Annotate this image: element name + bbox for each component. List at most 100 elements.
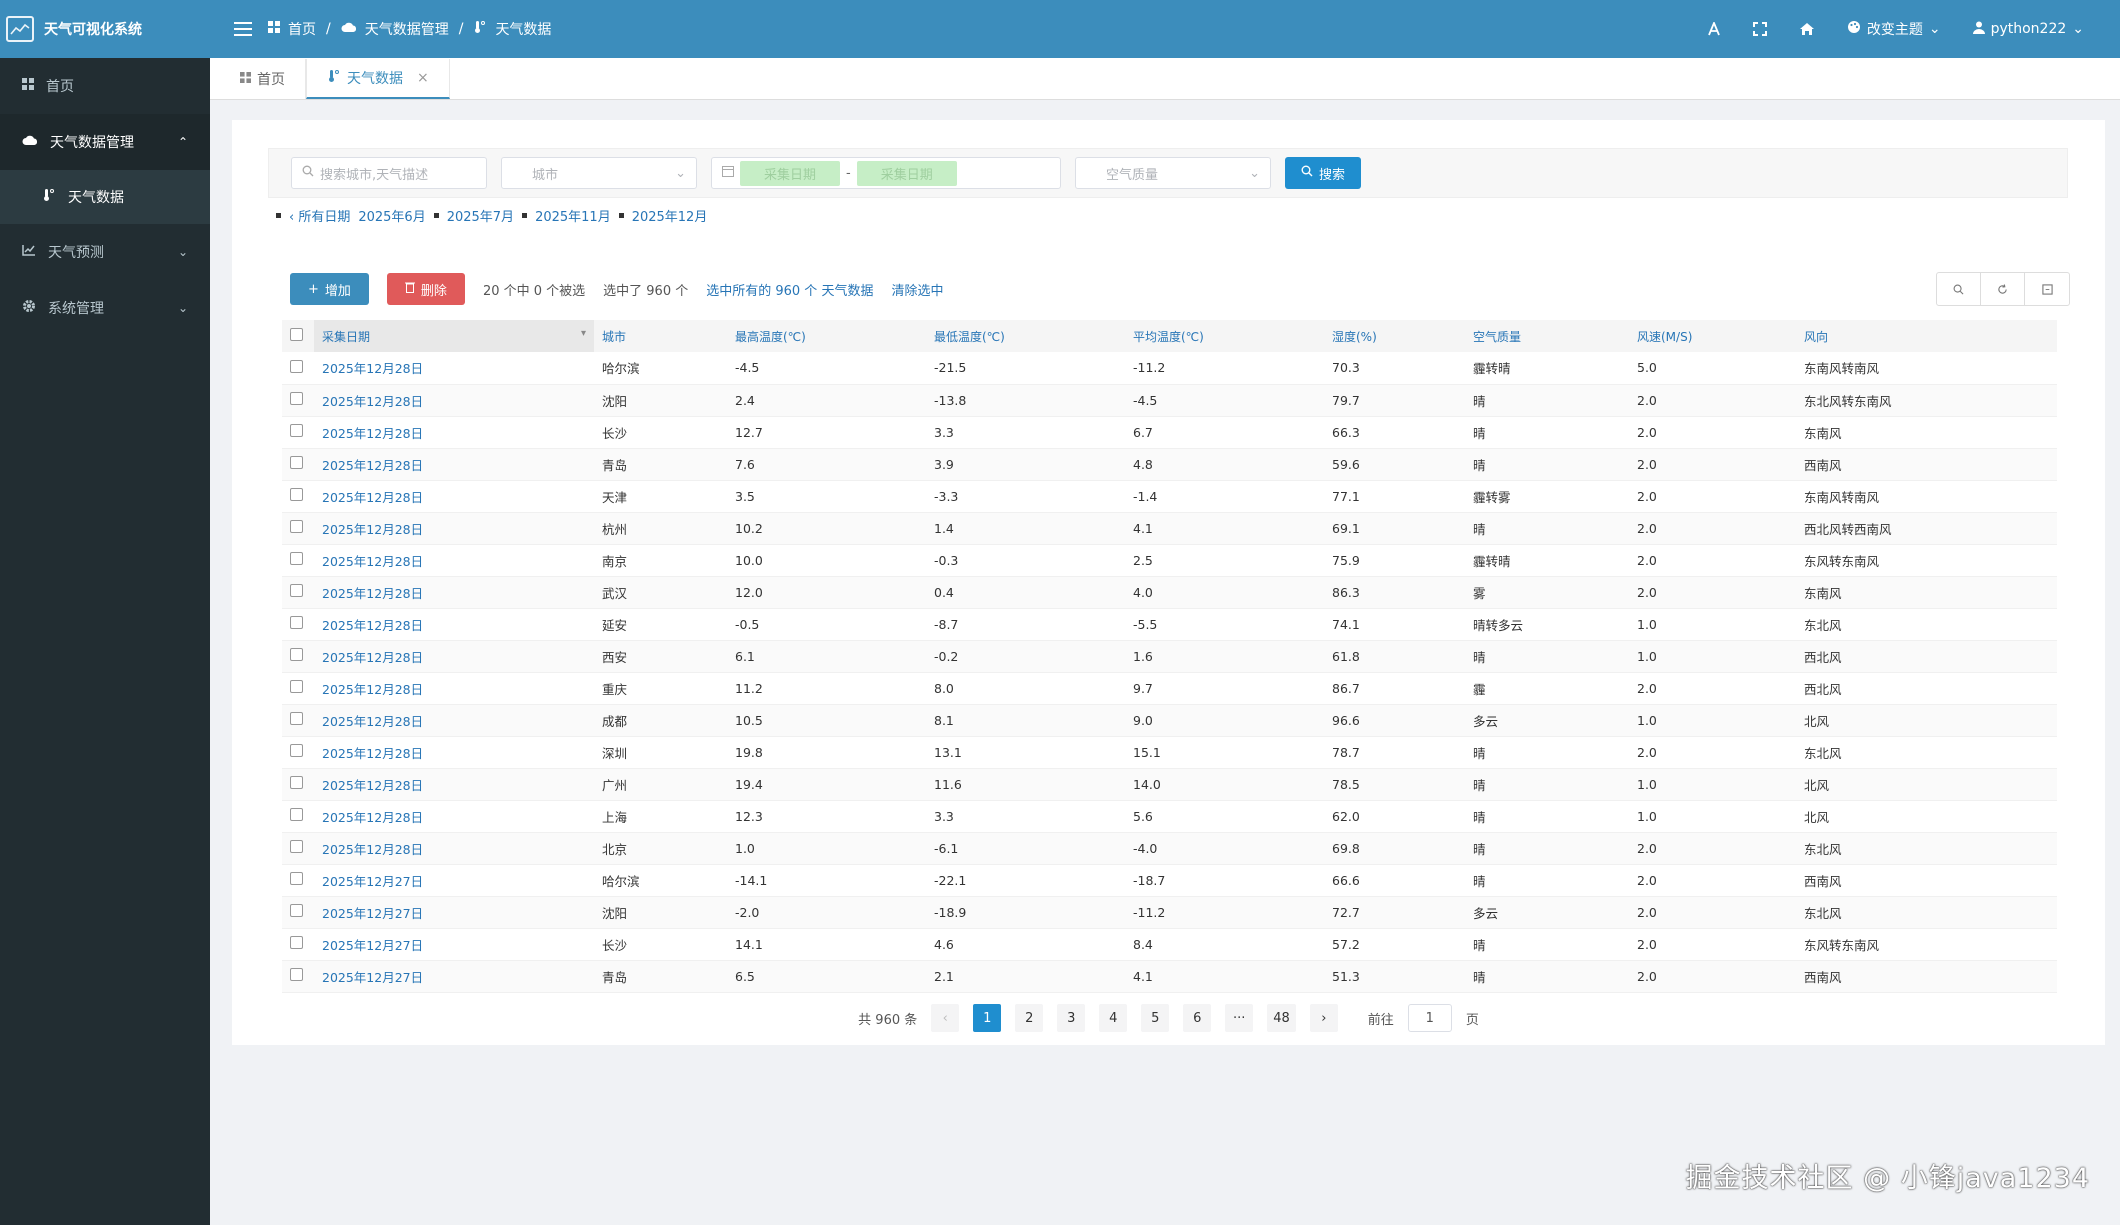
sidebar-item-forecast[interactable]: 天气预测 ⌄ [0, 224, 210, 280]
date-link[interactable]: 2025年12月28日 [322, 425, 424, 441]
search-input[interactable]: 搜索城市,天气描述 [291, 157, 487, 189]
date-link[interactable]: 2025年12月28日 [322, 841, 424, 857]
date-from[interactable]: 采集日期 [740, 160, 841, 186]
column-header[interactable]: 平均温度(℃) [1133, 329, 1204, 344]
select-all-link[interactable]: 选中所有的 960 个 天气数据 [706, 283, 874, 299]
table-row[interactable]: 2025年12月28日 深圳 19.8 13.1 15.1 78.7 晴 2.0 东北风 [282, 736, 2057, 768]
date-link[interactable]: 2025年12月27日 [322, 905, 424, 921]
page-button[interactable]: 1 [973, 1004, 1002, 1032]
column-header[interactable]: 城市 [602, 329, 627, 344]
table-row[interactable]: 2025年12月27日 哈尔滨 -14.1 -22.1 -18.7 66.6 晴 2.0 西南风 [282, 864, 2057, 896]
page-button[interactable]: 4 [1099, 1004, 1128, 1032]
sidebar-item-weather-management[interactable]: 天气数据管理 ⌃ [0, 114, 210, 170]
row-checkbox[interactable] [282, 512, 314, 544]
row-checkbox[interactable] [282, 736, 314, 768]
date-link[interactable]: 2025年12月28日 [322, 553, 424, 569]
date-link[interactable]: 2025年12月28日 [322, 713, 424, 729]
date-link[interactable]: 2025年12月28日 [322, 777, 424, 793]
row-checkbox[interactable] [282, 384, 314, 416]
date-link[interactable]: 2025年12月28日 [322, 745, 424, 761]
column-header[interactable]: 风向 [1804, 329, 1829, 344]
brand[interactable]: 天气可视化系统 [0, 0, 210, 58]
search-button[interactable]: 搜索 [1285, 157, 1362, 189]
menu-toggle-icon[interactable] [232, 20, 254, 38]
date-link[interactable]: 2025年12月28日 [322, 457, 424, 473]
date-link[interactable]: 2025年12月28日 [322, 681, 424, 697]
city-select[interactable]: 城市 ⌄ [501, 157, 697, 189]
row-checkbox[interactable] [282, 576, 314, 608]
date-link[interactable]: 2025年12月27日 [322, 937, 424, 953]
date-link[interactable]: 2025年12月27日 [322, 873, 424, 889]
sidebar-item-weather-data[interactable]: 天气数据 [0, 170, 210, 224]
font-size-icon[interactable] [1691, 22, 1737, 36]
date-link[interactable]: 2025年6月 [358, 210, 426, 225]
column-header[interactable]: 采集日期 ▾ [314, 320, 594, 352]
table-row[interactable]: 2025年12月28日 长沙 12.7 3.3 6.7 66.3 晴 2.0 东南风 [282, 416, 2057, 448]
sidebar-item-home[interactable]: 首页 [0, 58, 210, 114]
date-to[interactable]: 采集日期 [856, 160, 957, 186]
date-link[interactable]: 2025年12月28日 [322, 649, 424, 665]
page-button[interactable]: 5 [1141, 1004, 1170, 1032]
date-link[interactable]: 2025年12月28日 [322, 809, 424, 825]
refresh-icon[interactable] [1981, 273, 2025, 305]
table-row[interactable]: 2025年12月27日 青岛 6.5 2.1 4.1 51.3 晴 2.0 西南风 [282, 960, 2057, 992]
date-link[interactable]: 2025年12月28日 [322, 617, 424, 633]
table-row[interactable]: 2025年12月28日 杭州 10.2 1.4 4.1 69.1 晴 2.0 西北风转西南风 [282, 512, 2057, 544]
table-row[interactable]: 2025年12月28日 南京 10.0 -0.3 2.5 75.9 霾转晴 2.0 东风转东南风 [282, 544, 2057, 576]
add-button[interactable]: + 增加 [290, 273, 369, 305]
tab-home[interactable]: 首页 [220, 59, 306, 99]
row-checkbox[interactable] [282, 832, 314, 864]
table-row[interactable]: 2025年12月28日 武汉 12.0 0.4 4.0 86.3 雾 2.0 东南风 [282, 576, 2057, 608]
column-header[interactable]: 湿度(%) [1332, 329, 1377, 344]
row-checkbox[interactable] [282, 768, 314, 800]
tab-weather-data[interactable]: 天气数据 × [306, 59, 450, 99]
table-row[interactable]: 2025年12月28日 延安 -0.5 -8.7 -5.5 74.1 晴转多云 1.0 东北风 [282, 608, 2057, 640]
table-row[interactable]: 2025年12月28日 西安 6.1 -0.2 1.6 61.8 晴 1.0 西北风 [282, 640, 2057, 672]
row-checkbox[interactable] [282, 608, 314, 640]
table-row[interactable]: 2025年12月28日 青岛 7.6 3.9 4.8 59.6 晴 2.0 西南风 [282, 448, 2057, 480]
column-header[interactable]: 最低温度(℃) [934, 329, 1005, 344]
page-button[interactable]: 3 [1057, 1004, 1086, 1032]
table-row[interactable]: 2025年12月28日 北京 1.0 -6.1 -4.0 69.8 晴 2.0 东北风 [282, 832, 2057, 864]
date-link[interactable]: 2025年12月28日 [322, 521, 424, 537]
row-checkbox[interactable] [282, 416, 314, 448]
select-all-checkbox[interactable] [282, 320, 314, 352]
date-link[interactable]: 2025年7月 [446, 210, 515, 225]
delete-button[interactable]: 删除 [386, 273, 465, 305]
page-button[interactable]: 48 [1267, 1004, 1296, 1032]
row-checkbox[interactable] [282, 448, 314, 480]
date-link[interactable]: 2025年12月28日 [322, 585, 424, 601]
prev-page-icon[interactable]: ‹ [931, 1004, 960, 1032]
row-checkbox[interactable] [282, 640, 314, 672]
search-icon[interactable] [1937, 273, 1981, 305]
sidebar-item-system[interactable]: 系统管理 ⌄ [0, 280, 210, 336]
table-row[interactable]: 2025年12月28日 广州 19.4 11.6 14.0 78.5 晴 1.0 北风 [282, 768, 2057, 800]
theme-switcher[interactable]: 改变主题 ⌄ [1831, 19, 1957, 39]
column-header[interactable]: 空气质量 [1473, 329, 1522, 344]
table-row[interactable]: 2025年12月28日 上海 12.3 3.3 5.6 62.0 晴 1.0 北风 [282, 800, 2057, 832]
table-row[interactable]: 2025年12月28日 重庆 11.2 8.0 9.7 86.7 霾 2.0 西北风 [282, 672, 2057, 704]
breadcrumb-home[interactable]: 首页 [288, 22, 316, 38]
table-row[interactable]: 2025年12月28日 沈阳 2.4 -13.8 -4.5 79.7 晴 2.0 东北风转东南风 [282, 384, 2057, 416]
table-row[interactable]: 2025年12月27日 长沙 14.1 4.6 8.4 57.2 晴 2.0 东风转东南风 [282, 928, 2057, 960]
row-checkbox[interactable] [282, 928, 314, 960]
column-header[interactable]: 风速(M/S) [1637, 329, 1693, 344]
export-icon[interactable] [2025, 273, 2069, 305]
date-link[interactable]: 2025年11月 [535, 210, 611, 225]
table-row[interactable]: 2025年12月28日 成都 10.5 8.1 9.0 96.6 多云 1.0 北风 [282, 704, 2057, 736]
table-row[interactable]: 2025年12月28日 天津 3.5 -3.3 -1.4 77.1 霾转雾 2.0 东南风转南风 [282, 480, 2057, 512]
date-link[interactable]: 2025年12月 [631, 210, 708, 225]
date-link[interactable]: 2025年12月28日 [322, 489, 424, 505]
row-checkbox[interactable] [282, 896, 314, 928]
user-menu[interactable]: python222 ⌄ [1957, 21, 2100, 38]
table-row[interactable]: 2025年12月28日 哈尔滨 -4.5 -21.5 -11.2 70.3 霾转晴 5.0 东南… [282, 352, 2057, 384]
goto-page-input[interactable]: 1 [1407, 1004, 1452, 1032]
row-checkbox[interactable] [282, 704, 314, 736]
date-link[interactable]: 2025年12月28日 [322, 393, 424, 409]
row-checkbox[interactable] [282, 544, 314, 576]
date-link[interactable]: 2025年12月28日 [322, 361, 424, 377]
fullscreen-icon[interactable] [1737, 22, 1783, 36]
home-icon[interactable] [1783, 22, 1831, 36]
air-quality-select[interactable]: 空气质量 ⌄ [1075, 157, 1271, 189]
row-checkbox[interactable] [282, 352, 314, 384]
